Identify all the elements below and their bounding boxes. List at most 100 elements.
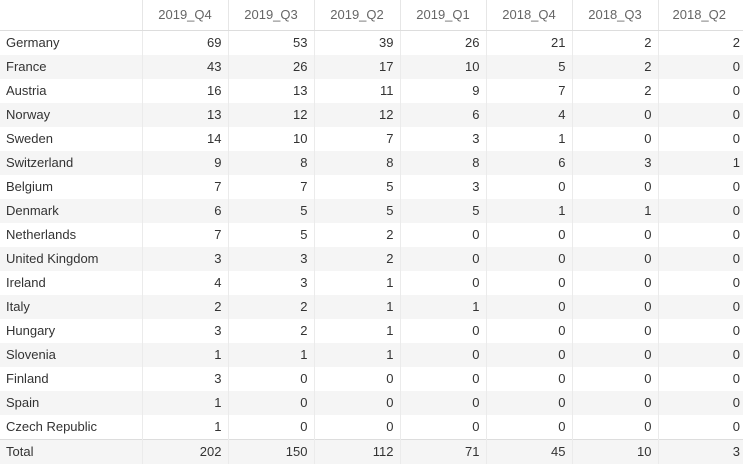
table-cell: 1 xyxy=(142,391,228,415)
column-header-2018-q4[interactable]: 2018_Q4 xyxy=(486,0,572,31)
table-cell: 0 xyxy=(658,247,743,271)
column-header-2018-q3[interactable]: 2018_Q3 xyxy=(572,0,658,31)
table-cell: 2 xyxy=(228,319,314,343)
table-cell: 12 xyxy=(228,103,314,127)
table-cell: 0 xyxy=(486,271,572,295)
table-cell: 69 xyxy=(142,31,228,56)
table-cell: 0 xyxy=(486,367,572,391)
table-cell: 0 xyxy=(486,223,572,247)
table-cell: 0 xyxy=(572,367,658,391)
table-cell: 1 xyxy=(314,343,400,367)
table-cell: 3 xyxy=(142,247,228,271)
table-cell: 0 xyxy=(400,391,486,415)
column-header-2019-q2[interactable]: 2019_Q2 xyxy=(314,0,400,31)
table-cell: 1 xyxy=(486,199,572,223)
table-cell: 0 xyxy=(572,127,658,151)
total-cell: 71 xyxy=(400,440,486,464)
table-cell: 3 xyxy=(142,367,228,391)
table-cell: 0 xyxy=(572,319,658,343)
table-cell: 2 xyxy=(314,247,400,271)
table-cell: 0 xyxy=(572,295,658,319)
table-cell: 3 xyxy=(228,247,314,271)
table-cell: 7 xyxy=(142,223,228,247)
table-cell: 0 xyxy=(400,415,486,440)
table-cell: 0 xyxy=(486,175,572,199)
table-cell: 0 xyxy=(658,391,743,415)
table-cell: 6 xyxy=(400,103,486,127)
total-label: Total xyxy=(0,440,142,464)
table-cell: 0 xyxy=(658,415,743,440)
table-cell: 21 xyxy=(486,31,572,56)
table-cell: 9 xyxy=(400,79,486,103)
table-cell: 43 xyxy=(142,55,228,79)
row-label: Czech Republic xyxy=(0,415,142,440)
table-cell: 0 xyxy=(572,343,658,367)
table-cell: 26 xyxy=(228,55,314,79)
table-cell: 8 xyxy=(400,151,486,175)
table-cell: 4 xyxy=(486,103,572,127)
row-label: Austria xyxy=(0,79,142,103)
table-cell: 0 xyxy=(314,367,400,391)
table-cell: 0 xyxy=(572,247,658,271)
row-label: Germany xyxy=(0,31,142,56)
table-cell: 2 xyxy=(228,295,314,319)
table-cell: 6 xyxy=(486,151,572,175)
table-cell: 5 xyxy=(228,199,314,223)
table-cell: 0 xyxy=(658,199,743,223)
table-cell: 0 xyxy=(314,415,400,440)
total-cell: 150 xyxy=(228,440,314,464)
table-cell: 8 xyxy=(314,151,400,175)
table-cell: 2 xyxy=(572,31,658,56)
table-cell: 0 xyxy=(486,391,572,415)
table-cell: 0 xyxy=(658,343,743,367)
table-cell: 0 xyxy=(486,319,572,343)
total-cell: 112 xyxy=(314,440,400,464)
table-cell: 0 xyxy=(314,391,400,415)
row-label: United Kingdom xyxy=(0,247,142,271)
row-label: Ireland xyxy=(0,271,142,295)
table-cell: 0 xyxy=(572,271,658,295)
table-cell: 3 xyxy=(228,271,314,295)
table-cell: 7 xyxy=(486,79,572,103)
table-cell: 0 xyxy=(486,295,572,319)
total-cell: 202 xyxy=(142,440,228,464)
column-header-2019-q3[interactable]: 2019_Q3 xyxy=(228,0,314,31)
table-cell: 10 xyxy=(228,127,314,151)
table-cell: 0 xyxy=(400,343,486,367)
table-cell: 0 xyxy=(658,79,743,103)
table-cell: 7 xyxy=(314,127,400,151)
table-cell: 2 xyxy=(572,79,658,103)
table-cell: 14 xyxy=(142,127,228,151)
column-header-2019-q1[interactable]: 2019_Q1 xyxy=(400,0,486,31)
column-header-2019-q4[interactable]: 2019_Q4 xyxy=(142,0,228,31)
table-cell: 1 xyxy=(314,271,400,295)
table-cell: 1 xyxy=(572,199,658,223)
table-cell: 0 xyxy=(228,415,314,440)
column-header-2018-q2[interactable]: 2018_Q2 xyxy=(658,0,743,31)
table-cell: 0 xyxy=(658,175,743,199)
total-cell: 3 xyxy=(658,440,743,464)
table-cell: 5 xyxy=(228,223,314,247)
table-cell: 0 xyxy=(228,391,314,415)
row-label: Sweden xyxy=(0,127,142,151)
table-cell: 39 xyxy=(314,31,400,56)
table-cell: 2 xyxy=(314,223,400,247)
table-cell: 0 xyxy=(658,271,743,295)
table-cell: 3 xyxy=(400,175,486,199)
table-cell: 1 xyxy=(314,295,400,319)
table-cell: 7 xyxy=(228,175,314,199)
table-cell: 0 xyxy=(658,223,743,247)
row-label: Netherlands xyxy=(0,223,142,247)
table-cell: 12 xyxy=(314,103,400,127)
